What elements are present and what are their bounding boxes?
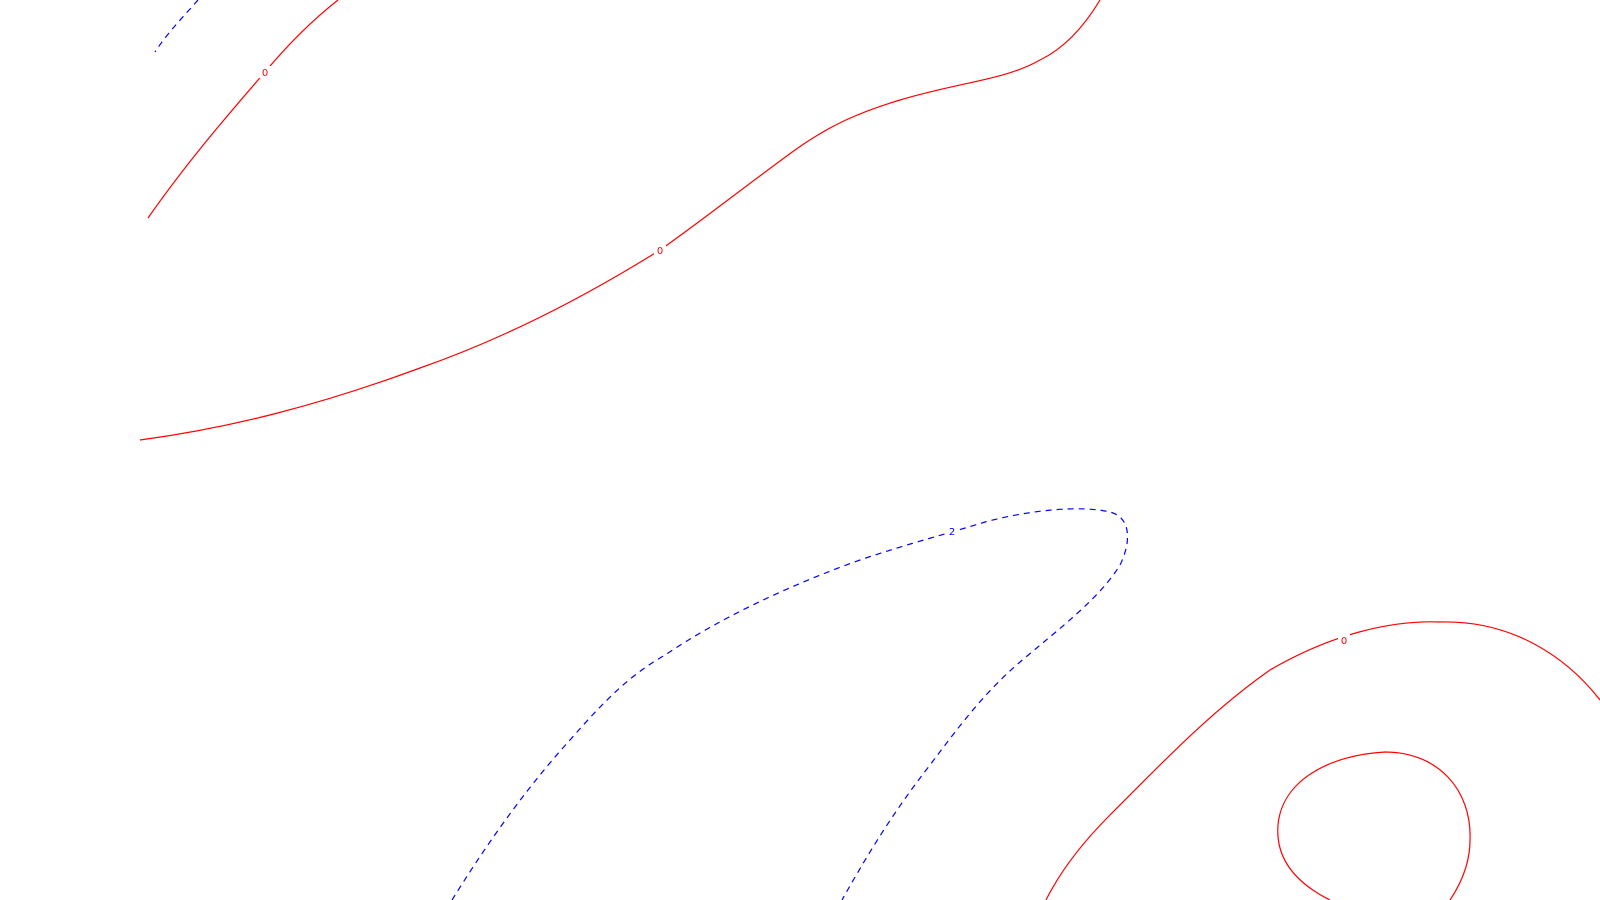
contour-line-lower-right-red-inner — [1277, 751, 1471, 900]
contour-label-middle: 0 — [657, 246, 663, 257]
contour-label-lower-blue: 2 — [949, 527, 955, 538]
contour-line-lower-blue-dashed — [451, 508, 1129, 900]
contour-line-lower-right-red-outer — [1045, 621, 1600, 900]
contour-line-middle-red — [139, 0, 1101, 441]
contour-label-upper-left: 0 — [262, 68, 268, 79]
contour-line-upper-left-blue-dashed — [154, 0, 199, 53]
contour-line-upper-left-red — [147, 0, 339, 219]
contour-label-lower-right: 0 — [1341, 636, 1347, 647]
